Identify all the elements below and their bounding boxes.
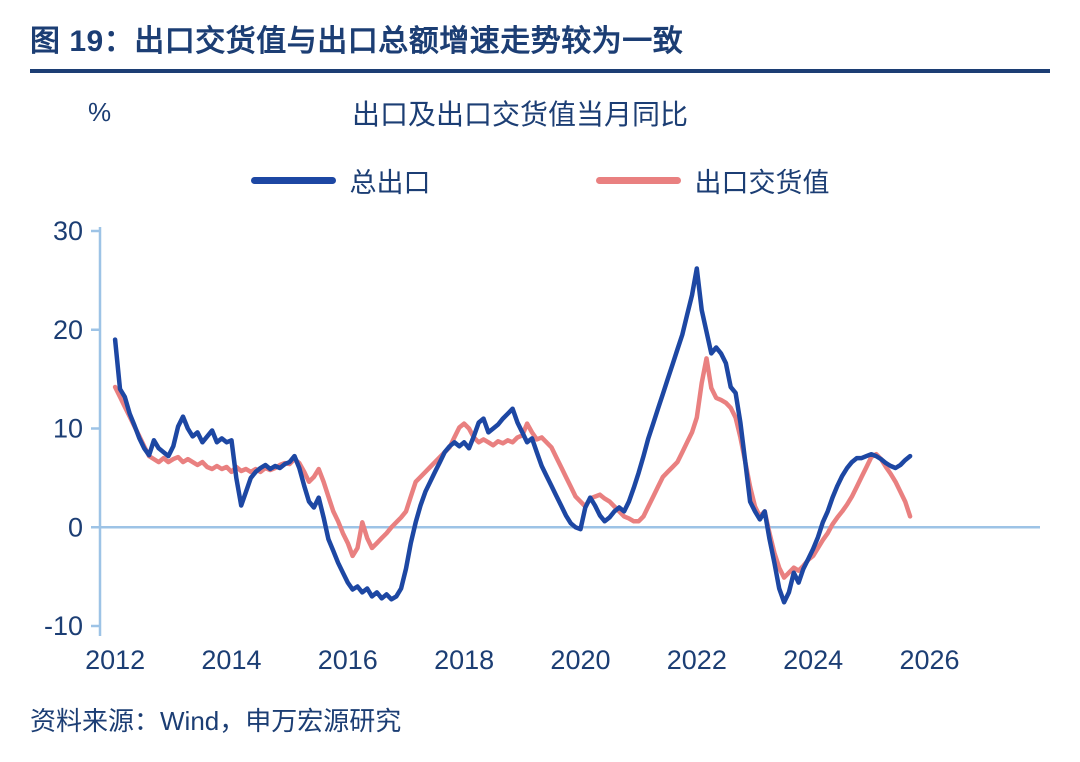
y-axis-unit-label: % [88, 97, 112, 127]
x-tick-label: 2018 [434, 645, 494, 675]
x-tick-label: 2024 [783, 645, 843, 675]
legend-swatch-total-exports [250, 176, 336, 184]
x-tick-label: 2026 [899, 645, 959, 675]
legend-swatch-export-delivery-value [595, 176, 681, 184]
chart-title: 出口及出口交货值当月同比 [351, 99, 688, 130]
y-tick-label: 0 [68, 512, 83, 542]
x-tick-label: 2016 [318, 645, 378, 675]
x-tick-label: 2020 [550, 645, 610, 675]
x-tick-label: 2022 [667, 645, 727, 675]
y-tick-label: 10 [53, 414, 83, 444]
y-tick-label: -10 [44, 611, 83, 641]
legend-item-export-delivery-value: 出口交货值 [595, 161, 830, 200]
source-note: 资料来源：Wind，申万宏源研究 [30, 706, 402, 736]
x-tick-label: 2012 [85, 645, 145, 675]
y-tick-label: 30 [53, 216, 83, 246]
series-line-0 [112, 266, 913, 605]
y-tick-label: 20 [53, 315, 83, 345]
title-underline [30, 69, 1050, 73]
chart-legend: 总出口 出口交货值 [0, 165, 1080, 198]
chart-title-row: % 出口及出口交货值当月同比 [0, 93, 1080, 131]
x-tick-label: 2014 [201, 645, 261, 675]
series-line-1 [112, 356, 913, 580]
figure-title: 图 19：出口交货值与出口总额增速走势较为一致 [30, 25, 684, 58]
legend-item-total-exports: 总出口 [250, 161, 431, 200]
legend-label-export-delivery-value: 出口交货值 [694, 167, 830, 198]
figure-header: 图 19：出口交货值与出口总额增速走势较为一致 [0, 0, 1080, 73]
legend-label-total-exports: 总出口 [349, 167, 431, 198]
